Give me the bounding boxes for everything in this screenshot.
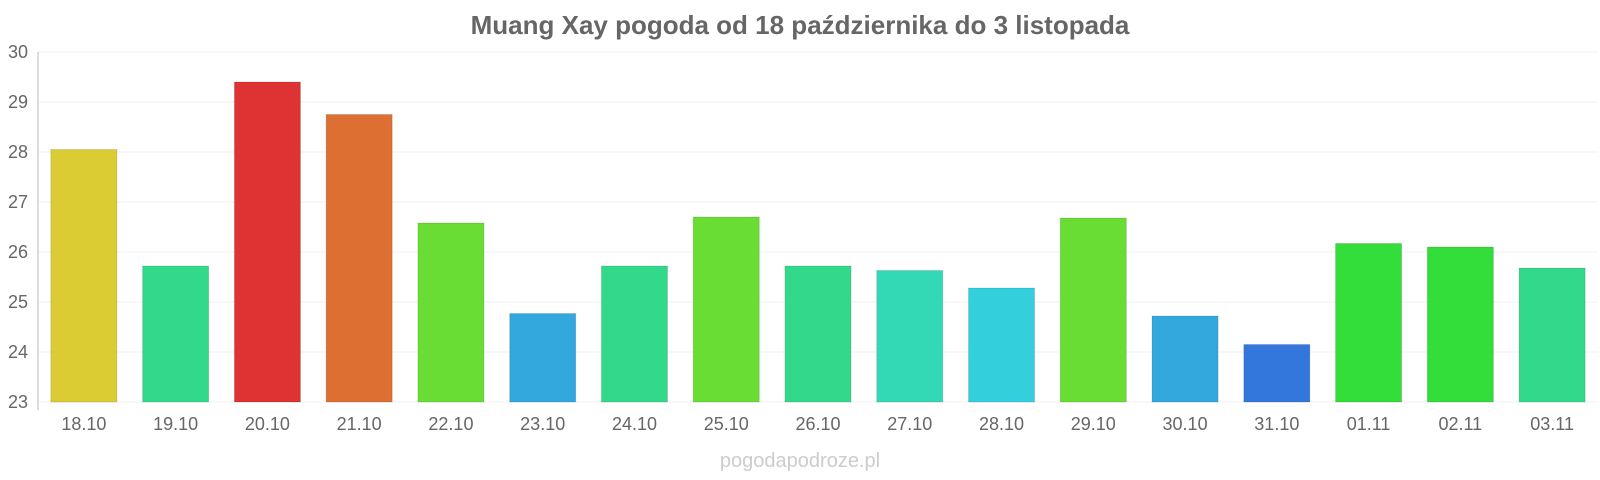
x-tick-label: 26.10 xyxy=(795,414,840,434)
bar xyxy=(1059,217,1127,403)
bar xyxy=(417,222,485,403)
y-tick-label: 26 xyxy=(8,242,28,262)
bar xyxy=(1335,243,1403,403)
bar xyxy=(692,216,760,403)
y-tick-label: 24 xyxy=(8,342,28,362)
y-tick-label: 25 xyxy=(8,292,28,312)
x-tick-label: 19.10 xyxy=(153,414,198,434)
bar xyxy=(876,270,944,403)
bar xyxy=(233,81,301,403)
bar xyxy=(1426,246,1494,403)
x-tick-label: 31.10 xyxy=(1254,414,1299,434)
y-tick-label: 29 xyxy=(8,92,28,112)
x-tick-label: 18.10 xyxy=(61,414,106,434)
y-tick-label: 28 xyxy=(8,142,28,162)
y-tick-label: 23 xyxy=(8,392,28,412)
x-tick-label: 24.10 xyxy=(612,414,657,434)
y-tick-label: 30 xyxy=(8,42,28,62)
x-tick-label: 25.10 xyxy=(704,414,749,434)
x-tick-label: 02.11 xyxy=(1438,414,1482,434)
x-tick-label: 30.10 xyxy=(1163,414,1208,434)
bar xyxy=(142,265,210,403)
bar xyxy=(509,313,577,403)
bar xyxy=(784,265,852,403)
watermark: pogodapodroze.pl xyxy=(719,450,881,472)
x-tick-label: 21.10 xyxy=(337,414,382,434)
bar xyxy=(50,149,118,403)
bar xyxy=(1151,315,1219,403)
bar xyxy=(1518,267,1586,403)
x-tick-label: 01.11 xyxy=(1347,414,1391,434)
chart-title: Muang Xay pogoda od 18 października do 3… xyxy=(470,10,1130,40)
y-tick-label: 27 xyxy=(8,192,28,212)
x-tick-label: 27.10 xyxy=(887,414,932,434)
x-tick-label: 20.10 xyxy=(245,414,290,434)
bar xyxy=(1243,344,1311,403)
x-tick-label: 03.11 xyxy=(1530,414,1574,434)
bar xyxy=(600,265,669,403)
x-tick-label: 28.10 xyxy=(979,414,1024,434)
x-tick-label: 22.10 xyxy=(428,414,473,434)
bar xyxy=(325,114,393,403)
x-tick-label: 29.10 xyxy=(1071,414,1116,434)
bar xyxy=(967,287,1036,403)
x-tick-label: 23.10 xyxy=(520,414,565,434)
